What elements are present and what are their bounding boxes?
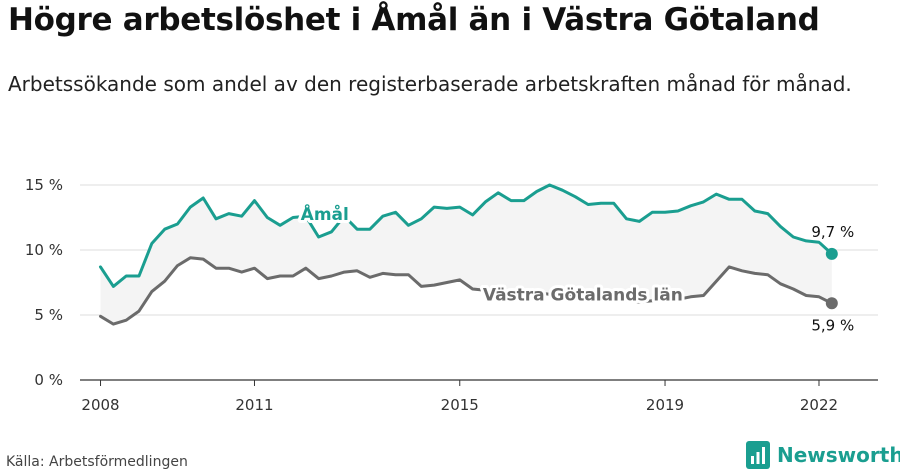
y-tick-label: 5 % <box>34 306 63 324</box>
series-label-amal: Åmål <box>301 202 349 225</box>
series-label-vastra-gotaland-halo: Västra Götalands län <box>483 286 683 306</box>
x-tick-label: 2022 <box>800 396 838 414</box>
brand-name: Newsworthy <box>777 443 900 467</box>
y-tick-label: 15 % <box>25 176 63 194</box>
data-label-amal-last: 9,7 % <box>811 223 854 241</box>
data-label-amal-last-halo: 9,7 % <box>811 223 854 241</box>
x-tick-label: 2015 <box>441 396 479 414</box>
x-tick-label: 2011 <box>235 396 273 414</box>
line-chart: 0 % 5 % 10 % 15 % 2008 2011 2015 2019 2022 Åmål… <box>25 176 878 414</box>
y-tick-label: 0 % <box>34 371 63 389</box>
brand-logo: Newsworthy <box>746 441 900 469</box>
end-point-vastra-gotaland <box>825 297 838 310</box>
data-label-vg-last: 5,9 % <box>811 316 854 334</box>
end-point-amal <box>825 247 838 260</box>
series-line-vastra-gotaland <box>99 256 834 326</box>
page-title: Högre arbetslöshet i Åmål än i Västra Gö… <box>8 2 820 38</box>
series-line-amal <box>99 183 834 288</box>
difference-band <box>100 185 832 325</box>
chart-subtitle: Arbetssökande som andel av den registerb… <box>8 72 852 96</box>
data-label-vg-last-halo: 5,9 % <box>811 316 854 334</box>
x-tick-label: 2008 <box>81 396 119 414</box>
newsworthy-bar-chart-icon <box>746 441 770 469</box>
source-note: Källa: Arbetsförmedlingen <box>6 454 188 470</box>
series-label-vastra-gotaland: Västra Götalands län <box>483 286 683 306</box>
x-tick-label: 2019 <box>646 396 684 414</box>
y-tick-label: 10 % <box>25 241 63 259</box>
